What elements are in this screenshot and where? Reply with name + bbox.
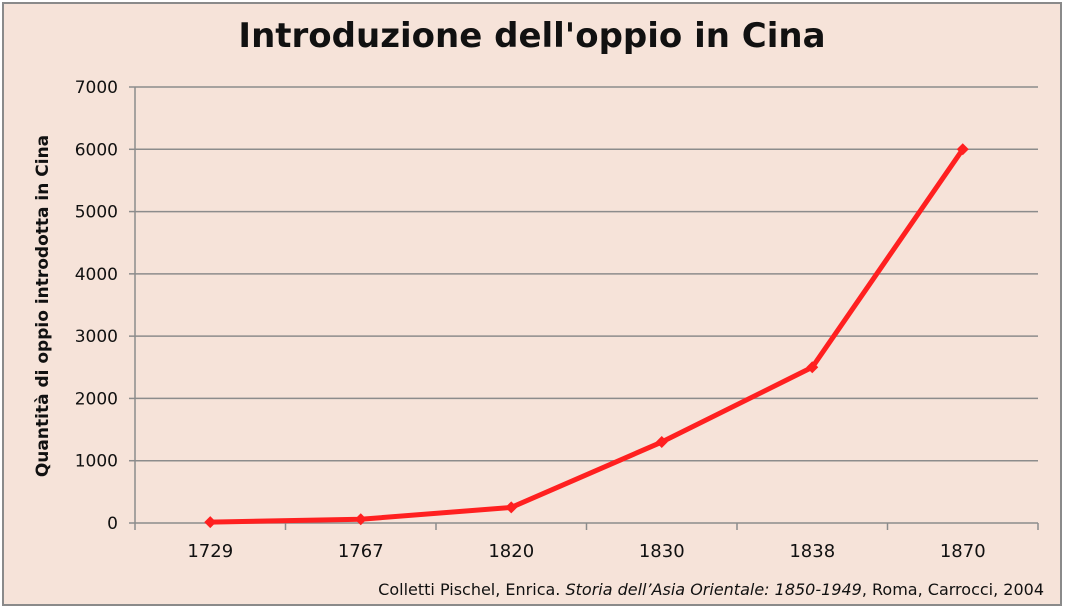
data-point-marker: [505, 501, 518, 514]
y-tick-label: 0: [107, 514, 118, 534]
source-prefix: Colletti Pischel, Enrica.: [378, 580, 566, 599]
x-tick-label: 1870: [940, 541, 986, 562]
y-tick-label: 3000: [75, 327, 118, 347]
source-citation: Colletti Pischel, Enrica. Storia dell’As…: [378, 580, 1044, 599]
y-tick-label: 1000: [75, 452, 118, 472]
x-tick-label: 1838: [789, 541, 835, 562]
x-tick-label: 1767: [338, 541, 384, 562]
chart-frame: Introduzione dell'oppio in Cina 0 1000 200…: [2, 2, 1062, 606]
x-tick-label: 1830: [639, 541, 685, 562]
data-point-marker: [655, 436, 668, 449]
source-suffix: , Roma, Carrocci, 2004: [861, 580, 1044, 599]
series-line: [207, 146, 966, 525]
x-tick-label: 1729: [187, 541, 233, 562]
data-point-marker: [204, 516, 217, 529]
data-point-marker: [354, 513, 367, 526]
y-tick-label: 5000: [75, 203, 118, 223]
y-tick-label: 2000: [75, 389, 118, 409]
data-point-marker: [956, 143, 969, 156]
data-point-marker: [806, 361, 819, 374]
y-tick-label: 7000: [75, 78, 118, 98]
chart-title: Introduzione dell'oppio in Cina: [238, 16, 826, 56]
source-book-title: Storia dell’Asia Orientale: 1850-1949: [565, 580, 862, 599]
y-axis-label: Quantità di oppio introdotta in Cina: [33, 135, 53, 477]
y-tick-label: 6000: [75, 140, 118, 160]
line-chart: 0 1000 2000 3000 4000 5000 6000 7000 1729 1767 18…: [33, 78, 1039, 562]
y-tick-label: 4000: [75, 265, 118, 285]
x-tick-label: 1820: [488, 541, 534, 562]
